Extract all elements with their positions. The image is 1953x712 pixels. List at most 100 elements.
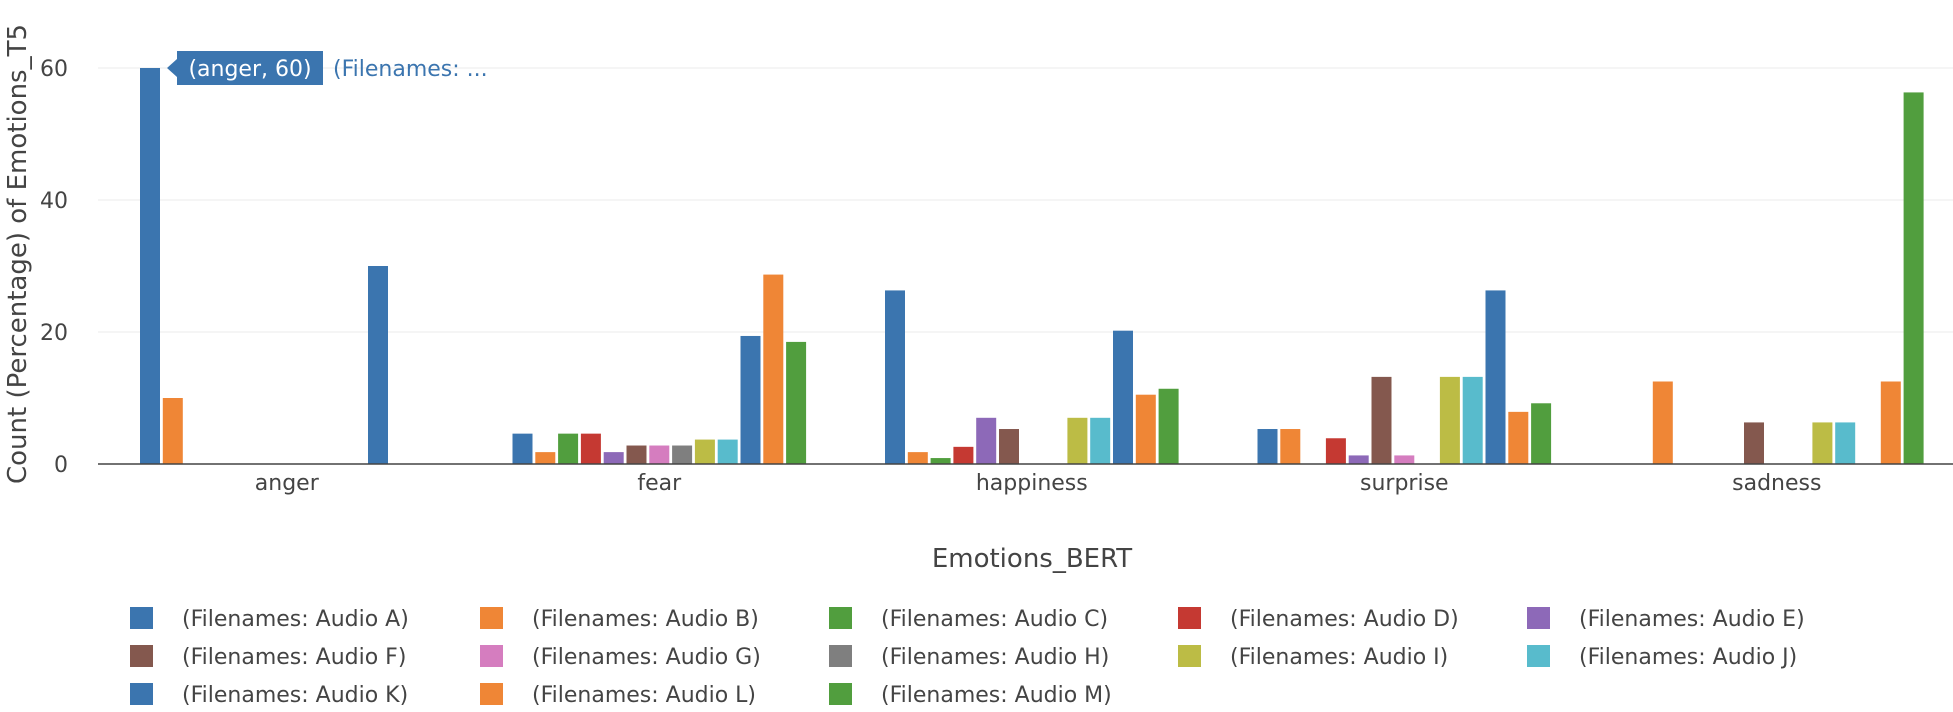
bar[interactable] [1812, 422, 1833, 464]
bar[interactable] [140, 68, 160, 464]
bar[interactable] [603, 452, 624, 464]
bar[interactable] [1135, 394, 1156, 464]
bar[interactable] [1257, 429, 1278, 464]
legend-item[interactable]: (Filenames: Audio I) [1178, 645, 1448, 670]
bar[interactable] [672, 445, 693, 464]
legend-label: (Filenames: Audio J) [1579, 645, 1797, 670]
legend-swatch [1527, 645, 1550, 667]
legend-label: (Filenames: Audio B) [532, 607, 759, 632]
bar[interactable] [1371, 376, 1392, 464]
bar[interactable] [512, 433, 533, 464]
bar[interactable] [786, 341, 807, 464]
legend-label: (Filenames: Audio G) [532, 645, 761, 670]
bar[interactable] [1485, 290, 1506, 464]
tooltip-label: (anger, 60) [188, 57, 311, 82]
bar[interactable] [1090, 417, 1111, 464]
x-tick-label: anger [255, 471, 320, 496]
bars[interactable] [140, 68, 1924, 465]
bar[interactable] [368, 266, 388, 464]
bar[interactable] [626, 445, 647, 464]
legend-swatch [829, 683, 852, 705]
bar[interactable] [558, 433, 579, 464]
legend-item[interactable]: (Filenames: Audio M) [829, 683, 1112, 708]
legend-item[interactable]: (Filenames: Audio A) [130, 607, 409, 632]
bar[interactable] [649, 445, 670, 464]
hover-tooltip: (anger, 60) (Filenames: ... [167, 51, 488, 85]
legend-label: (Filenames: Audio M) [881, 683, 1112, 708]
legend-item[interactable]: (Filenames: Audio E) [1527, 607, 1805, 632]
bar[interactable] [953, 446, 974, 464]
legend-swatch [130, 607, 153, 629]
legend-swatch [1178, 607, 1201, 629]
legend-item[interactable]: (Filenames: Audio H) [829, 645, 1109, 670]
bar[interactable] [1903, 92, 1924, 465]
y-tick-label: 0 [54, 453, 68, 478]
legend-label: (Filenames: Audio K) [182, 683, 408, 708]
bar[interactable] [1880, 381, 1901, 465]
legend-item[interactable]: (Filenames: Audio B) [480, 607, 759, 632]
legend-label: (Filenames: Audio I) [1230, 645, 1448, 670]
y-tick-label: 40 [40, 189, 68, 214]
bar[interactable] [907, 452, 928, 464]
legend-item[interactable]: (Filenames: Audio L) [480, 683, 756, 708]
legend-label: (Filenames: Audio E) [1579, 607, 1805, 632]
legend-swatch [1178, 645, 1201, 667]
bar[interactable] [763, 274, 784, 464]
bar[interactable] [1113, 330, 1133, 464]
gridlines [98, 67, 1953, 333]
bar[interactable] [1067, 417, 1088, 464]
legend-item[interactable]: (Filenames: Audio F) [130, 645, 406, 670]
bar[interactable] [1348, 455, 1369, 464]
bar[interactable] [999, 429, 1019, 464]
legend-swatch [480, 645, 503, 667]
legend-swatch [829, 607, 852, 629]
bar[interactable] [1280, 429, 1301, 464]
bar[interactable] [717, 439, 738, 464]
bar[interactable] [930, 458, 951, 464]
legend-item[interactable]: (Filenames: Audio J) [1527, 645, 1797, 670]
bar[interactable] [694, 439, 715, 464]
x-axis-ticks: anger fear happiness surprise sadness [255, 471, 1822, 496]
x-axis-title: Emotions_BERT [932, 544, 1132, 574]
bar[interactable] [1394, 455, 1415, 464]
y-axis-title: Count (Percentage) of Emotions_T5 [3, 24, 33, 484]
legend-swatch [130, 683, 153, 705]
bar[interactable] [535, 452, 556, 464]
x-tick-label: surprise [1360, 471, 1449, 496]
bar[interactable] [1652, 381, 1673, 465]
legend-swatch [1527, 607, 1550, 629]
bar[interactable] [580, 433, 601, 464]
legend-label: (Filenames: Audio L) [532, 683, 756, 708]
bar[interactable] [1508, 411, 1529, 464]
tooltip-series: (Filenames: ... [333, 57, 488, 82]
legend[interactable]: (Filenames: Audio A) (Filenames: Audio B)… [130, 607, 1805, 708]
legend-item[interactable]: (Filenames: Audio C) [829, 607, 1108, 632]
tooltip-box [167, 51, 323, 85]
legend-label: (Filenames: Audio C) [881, 607, 1108, 632]
bar[interactable] [976, 417, 997, 464]
legend-label: (Filenames: Audio F) [182, 645, 406, 670]
bar[interactable] [1531, 403, 1552, 464]
bar[interactable] [1835, 422, 1856, 464]
bar[interactable] [1325, 438, 1346, 464]
legend-item[interactable]: (Filenames: Audio G) [480, 645, 761, 670]
bar[interactable] [1439, 376, 1460, 464]
x-tick-label: sadness [1732, 471, 1821, 496]
legend-label: (Filenames: Audio D) [1230, 607, 1459, 632]
y-axis-ticks: 0 20 40 60 [40, 57, 68, 478]
legend-swatch [480, 607, 503, 629]
x-tick-label: fear [637, 471, 682, 496]
legend-label: (Filenames: Audio A) [182, 607, 409, 632]
bar[interactable] [885, 290, 905, 464]
bar[interactable] [1158, 388, 1179, 464]
legend-item[interactable]: (Filenames: Audio K) [130, 683, 408, 708]
bar[interactable] [1744, 422, 1764, 464]
x-tick-label: happiness [976, 471, 1088, 496]
legend-item[interactable]: (Filenames: Audio D) [1178, 607, 1459, 632]
bar[interactable] [740, 335, 761, 464]
bar[interactable] [1462, 376, 1483, 464]
bar[interactable] [162, 398, 183, 464]
legend-swatch [480, 683, 503, 705]
legend-swatch [829, 645, 852, 667]
